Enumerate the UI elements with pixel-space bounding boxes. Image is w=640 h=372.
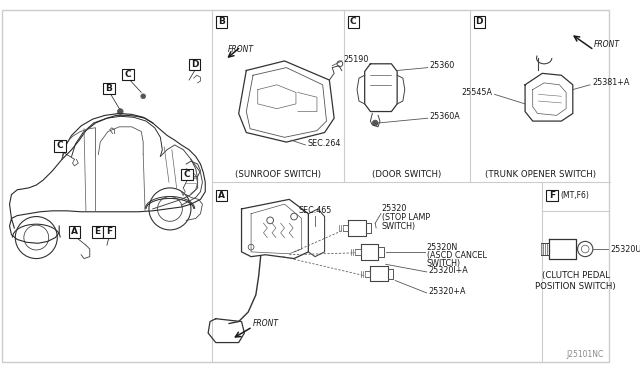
Text: A: A xyxy=(71,227,78,236)
Text: SEC.465: SEC.465 xyxy=(298,206,332,215)
Text: C: C xyxy=(57,141,63,150)
Bar xyxy=(181,169,193,180)
Circle shape xyxy=(117,109,123,115)
Text: 25360: 25360 xyxy=(429,61,455,70)
Text: (ASCD CANCEL: (ASCD CANCEL xyxy=(427,251,486,260)
Text: SWITCH): SWITCH) xyxy=(427,259,461,268)
Text: D: D xyxy=(476,17,483,26)
Text: F: F xyxy=(548,191,555,200)
Text: J25101NC: J25101NC xyxy=(566,350,604,359)
Text: (STOP LAMP: (STOP LAMP xyxy=(382,213,430,222)
Bar xyxy=(216,190,227,201)
Text: SWITCH): SWITCH) xyxy=(382,222,416,231)
Text: E: E xyxy=(94,227,100,236)
Bar xyxy=(348,16,359,28)
Text: 25320I+A: 25320I+A xyxy=(429,266,468,275)
Text: FRONT: FRONT xyxy=(594,40,620,49)
Text: C: C xyxy=(184,170,191,179)
Bar xyxy=(216,16,227,28)
Circle shape xyxy=(372,120,378,126)
Text: 25320N: 25320N xyxy=(427,243,458,251)
Text: (MT,F6): (MT,F6) xyxy=(561,191,589,200)
Text: (CLUTCH PEDAL: (CLUTCH PEDAL xyxy=(541,271,610,280)
Text: B: B xyxy=(106,84,112,93)
Bar xyxy=(103,83,115,94)
Text: FRONT: FRONT xyxy=(253,319,279,328)
Text: 25360A: 25360A xyxy=(429,112,460,121)
Text: POSITION SWITCH): POSITION SWITCH) xyxy=(535,282,616,291)
Bar xyxy=(92,226,103,238)
Text: 25320+A: 25320+A xyxy=(429,286,466,295)
Text: (DOOR SWITCH): (DOOR SWITCH) xyxy=(372,170,442,179)
Text: (TRUNK OPENER SWITCH): (TRUNK OPENER SWITCH) xyxy=(485,170,596,179)
Text: D: D xyxy=(191,60,198,69)
Text: 25381+A: 25381+A xyxy=(592,78,629,87)
Circle shape xyxy=(141,94,145,99)
Text: 25320: 25320 xyxy=(382,204,407,214)
Bar xyxy=(68,226,80,238)
Text: C: C xyxy=(350,17,356,26)
Bar xyxy=(122,68,134,80)
Text: (SUNROOF SWITCH): (SUNROOF SWITCH) xyxy=(235,170,321,179)
Text: C: C xyxy=(125,70,131,79)
Bar xyxy=(189,59,200,70)
Bar xyxy=(54,140,66,152)
Bar xyxy=(546,190,557,201)
Text: F: F xyxy=(106,227,112,236)
Text: SEC.264: SEC.264 xyxy=(307,138,340,148)
Text: B: B xyxy=(218,17,225,26)
Text: A: A xyxy=(218,191,225,200)
Text: 25190: 25190 xyxy=(344,55,369,64)
Bar xyxy=(103,226,115,238)
Text: FRONT: FRONT xyxy=(228,45,253,54)
Text: 25320U: 25320U xyxy=(610,244,640,253)
Bar xyxy=(474,16,485,28)
Text: 25545A: 25545A xyxy=(461,88,493,97)
